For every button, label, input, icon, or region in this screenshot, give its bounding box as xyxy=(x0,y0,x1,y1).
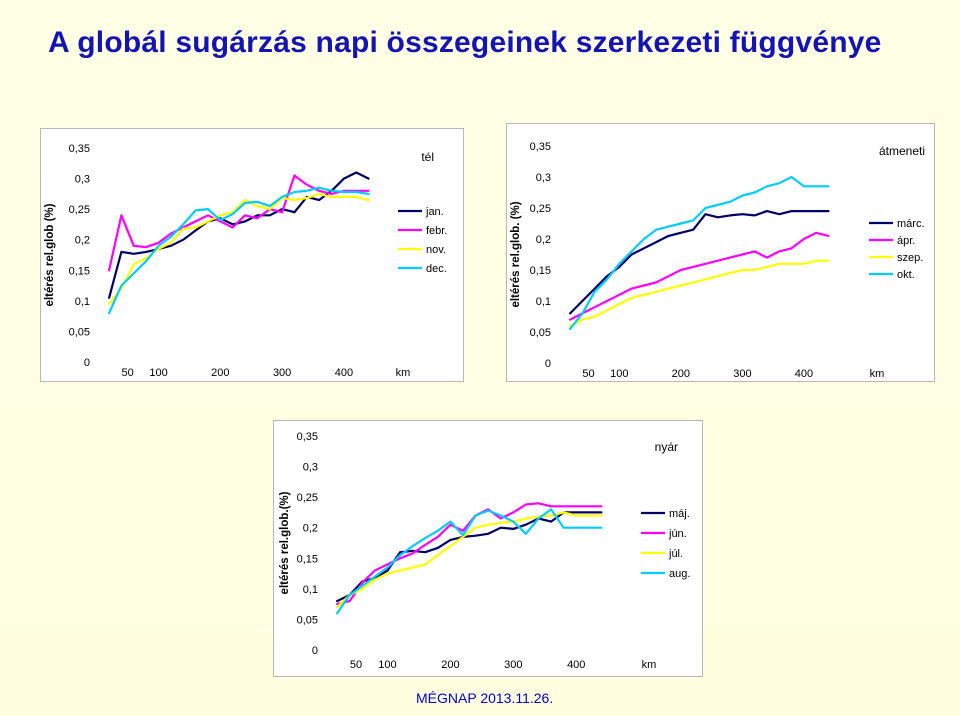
chart-title: tél xyxy=(421,150,434,164)
legend-label: okt. xyxy=(897,269,915,281)
x-tick-label: 50 xyxy=(350,659,362,671)
page-title: A globál sugárzás napi összegeinek szerk… xyxy=(48,26,882,59)
series-line-dec xyxy=(107,186,370,315)
x-tick-label: 300 xyxy=(504,659,522,671)
y-tick-label: 0,35 xyxy=(69,143,90,155)
y-tick-label: 0,15 xyxy=(69,265,90,277)
y-tick-label: 0,15 xyxy=(297,553,318,565)
x-tick-label: 50 xyxy=(122,367,134,379)
y-tick-label: 0,05 xyxy=(69,326,90,338)
y-tick-label: 0,25 xyxy=(530,203,551,215)
chart-title: átmeneti xyxy=(879,144,925,158)
y-tick-label: 0,15 xyxy=(530,265,551,277)
legend-label: júl. xyxy=(668,548,683,560)
x-axis-unit: km xyxy=(396,367,411,379)
series-line-ápr xyxy=(568,231,830,321)
series-line-márc xyxy=(568,209,830,315)
y-axis-label: eltérés rel.glob (%) xyxy=(44,203,56,306)
x-axis-unit: km xyxy=(870,368,885,380)
x-tick-label: 300 xyxy=(733,368,751,380)
series-line-júl xyxy=(335,511,603,609)
series-line-okt xyxy=(568,175,830,330)
x-axis-unit: km xyxy=(642,659,657,671)
chart-panel-winter: tél eltérés rel.glob (%) 0 0,05 0,1 0,15 0,2 0,… xyxy=(40,128,464,382)
y-tick-label: 0 xyxy=(312,645,318,657)
legend-label: jan. xyxy=(425,206,444,218)
y-tick-label: 0,35 xyxy=(530,141,551,153)
chart-panel-transitional: átmeneti eltérés rel.glob. (%) 0 0,05 0,1 0,1… xyxy=(506,123,935,382)
y-tick-label: 0,1 xyxy=(303,584,318,596)
y-tick-label: 0,1 xyxy=(75,296,90,308)
y-tick-label: 0,35 xyxy=(297,431,318,443)
x-tick-label: 400 xyxy=(335,367,353,379)
legend-label: febr. xyxy=(426,225,447,237)
series-line-febr xyxy=(107,174,370,272)
y-tick-label: 0,3 xyxy=(303,462,318,474)
y-tick-label: 0 xyxy=(84,357,90,369)
x-tick-label: 400 xyxy=(567,659,585,671)
x-tick-label: 200 xyxy=(211,367,229,379)
series-line-jún xyxy=(335,502,603,606)
series-line-szep xyxy=(568,259,830,327)
y-tick-label: 0,2 xyxy=(75,235,90,247)
y-tick-label: 0,05 xyxy=(297,614,318,626)
legend-label: nov. xyxy=(426,244,446,256)
chart-panel-summer: nyár eltérés rel.glob.(%) 0 0,05 0,1 0,15 0,2 0… xyxy=(273,420,703,677)
series-line-nov xyxy=(107,192,370,305)
y-tick-label: 0 xyxy=(545,358,551,370)
y-tick-label: 0,2 xyxy=(536,234,551,246)
legend-label: márc. xyxy=(897,218,925,230)
y-axis-label: eltérés rel.glob.(%) xyxy=(279,491,291,594)
y-tick-label: 0,3 xyxy=(536,172,551,184)
series-line-aug xyxy=(335,508,603,615)
x-tick-label: 50 xyxy=(582,368,594,380)
x-tick-label: 400 xyxy=(795,368,813,380)
legend-label: máj. xyxy=(669,508,690,520)
y-tick-label: 0,2 xyxy=(303,523,318,535)
y-tick-label: 0,05 xyxy=(530,327,551,339)
y-tick-label: 0,25 xyxy=(297,492,318,504)
chart-summer-svg: nyár eltérés rel.glob.(%) 0 0,05 0,1 0,15 0,2 0… xyxy=(279,431,690,671)
legend-label: ápr. xyxy=(897,235,915,247)
chart-winter-svg: tél eltérés rel.glob (%) 0 0,05 0,1 0,15 0,2 0,… xyxy=(44,143,447,379)
y-tick-label: 0,3 xyxy=(75,174,90,186)
x-tick-label: 200 xyxy=(672,368,690,380)
y-axis-label: eltérés rel.glob. (%) xyxy=(510,201,522,307)
x-tick-label: 100 xyxy=(378,659,396,671)
x-tick-label: 200 xyxy=(441,659,459,671)
x-tick-label: 100 xyxy=(149,367,167,379)
y-tick-label: 0,25 xyxy=(69,204,90,216)
legend-label: szep. xyxy=(897,252,923,264)
chart-title: nyár xyxy=(655,440,678,454)
legend-label: aug. xyxy=(669,568,690,580)
y-tick-label: 0,1 xyxy=(536,296,551,308)
x-tick-label: 300 xyxy=(273,367,291,379)
legend-label: jún. xyxy=(668,528,687,540)
x-tick-label: 100 xyxy=(610,368,628,380)
chart-transitional-svg: átmeneti eltérés rel.glob. (%) 0 0,05 0,1 0,1… xyxy=(510,141,925,380)
footer-text: MÉGNAP 2013.11.26. xyxy=(416,690,554,706)
legend-label: dec. xyxy=(426,263,447,275)
